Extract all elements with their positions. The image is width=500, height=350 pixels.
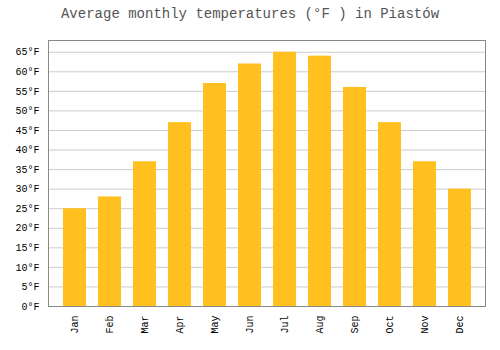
svg-text:Oct: Oct (385, 316, 396, 334)
svg-text:40°F: 40°F (15, 145, 39, 156)
svg-text:Feb: Feb (105, 316, 116, 334)
svg-text:0°F: 0°F (21, 302, 39, 313)
svg-text:Aug: Aug (315, 316, 326, 334)
svg-text:20°F: 20°F (15, 223, 39, 234)
svg-text:60°F: 60°F (15, 67, 39, 78)
svg-text:Nov: Nov (420, 316, 431, 334)
svg-text:30°F: 30°F (15, 184, 39, 195)
svg-text:Jul: Jul (280, 316, 291, 334)
svg-text:15°F: 15°F (15, 243, 39, 254)
svg-text:5°F: 5°F (21, 282, 39, 293)
html-text:Average monthly temperatures (: Average monthly temperatures (°F ) in Pi… (61, 6, 439, 22)
svg-text:45°F: 45°F (15, 126, 39, 137)
svg-text:Jan: Jan (70, 316, 81, 334)
svg-text:65°F: 65°F (15, 47, 39, 58)
svg-text:55°F: 55°F (15, 87, 39, 98)
svg-text:25°F: 25°F (15, 204, 39, 215)
svg-text:35°F: 35°F (15, 165, 39, 176)
svg-text:May: May (210, 316, 221, 334)
svg-text:Jun: Jun (245, 316, 256, 334)
svg-text:Dec: Dec (455, 316, 466, 334)
svg-text:10°F: 10°F (15, 263, 39, 274)
svg-text:Apr: Apr (175, 316, 186, 334)
svg-text:Sep: Sep (350, 316, 361, 334)
svg-text:50°F: 50°F (15, 106, 39, 117)
svg-text:Mar: Mar (140, 316, 151, 334)
